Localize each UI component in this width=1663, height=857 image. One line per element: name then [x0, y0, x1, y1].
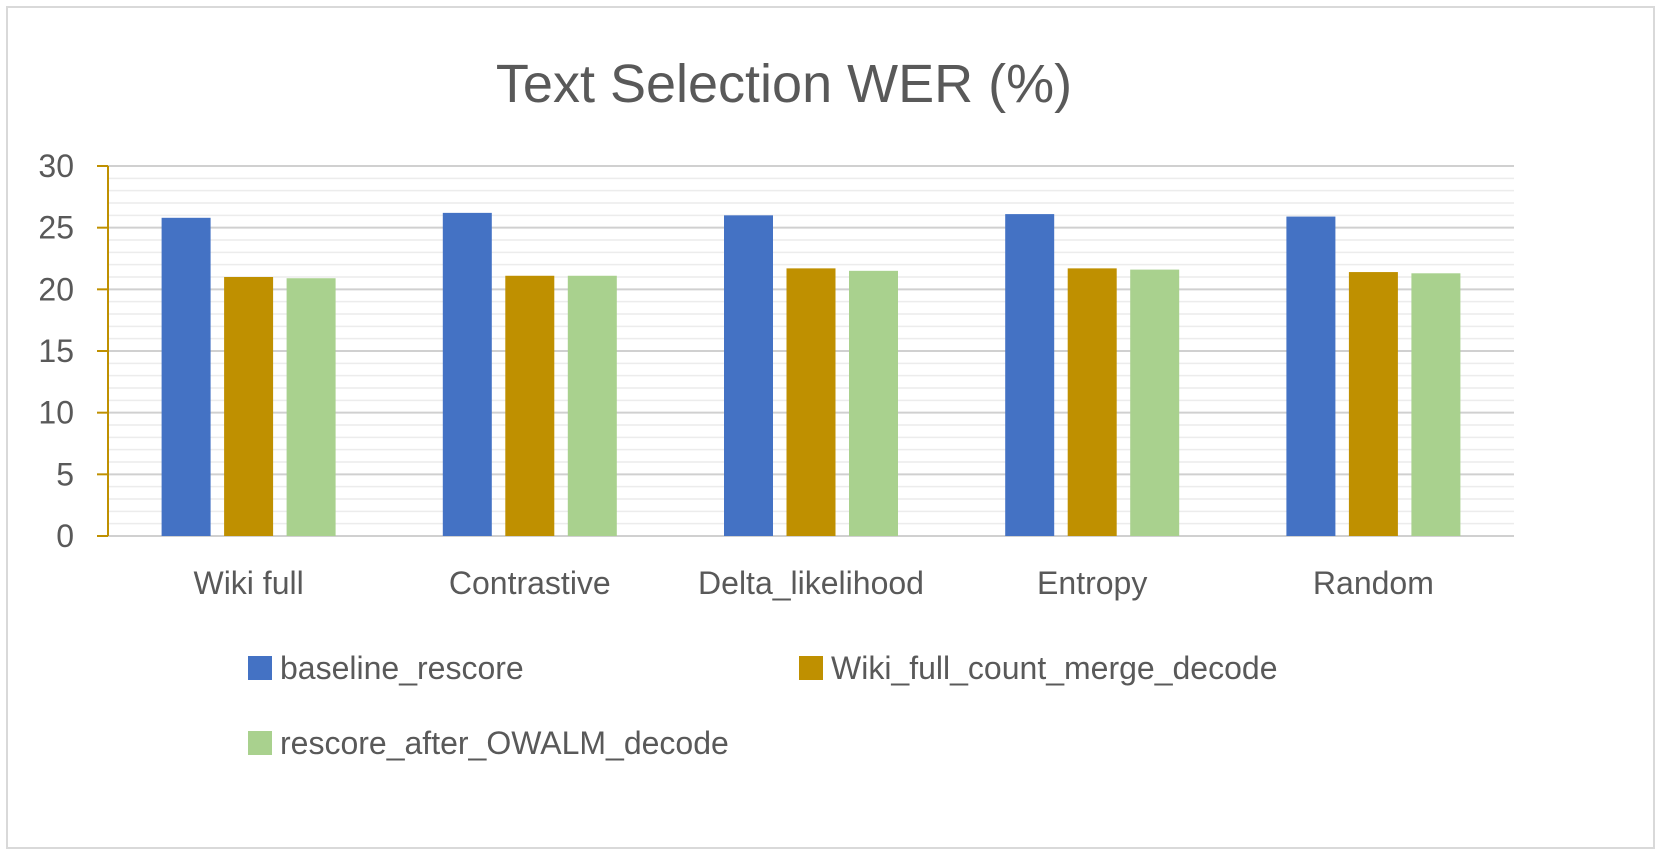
x-tick-labels: Wiki full Contrastive Delta_likelihood Entr… [193, 565, 1433, 601]
x-tick-label: Entropy [1037, 565, 1147, 601]
x-tick-label: Delta_likelihood [698, 565, 924, 601]
y-tick-labels: 0 5 10 15 20 25 30 [38, 148, 74, 554]
bar-rescore_after_OWALM_decode-1 [567, 275, 617, 536]
bar-baseline_rescore-3 [1005, 214, 1055, 536]
legend-swatch [248, 731, 272, 755]
bar-chart: Text Selection WER (%) 0 5 10 15 20 25 30 Wiki… [38, 54, 1514, 761]
y-tick-label: 5 [56, 456, 74, 492]
chart-frame: Text Selection WER (%) 0 5 10 15 20 25 30 Wiki… [6, 6, 1655, 849]
x-tick-label: Wiki full [193, 565, 303, 601]
x-tick-label: Contrastive [449, 565, 611, 601]
bar-Wiki_full_count_merge_decode-3 [1067, 268, 1117, 536]
legend: baseline_rescore Wiki_full_count_merge_de… [248, 650, 1277, 761]
bar-baseline_rescore-1 [442, 212, 492, 536]
bar-baseline_rescore-2 [724, 215, 773, 537]
bars [161, 212, 1461, 537]
bar-Wiki_full_count_merge_decode-4 [1348, 272, 1398, 536]
bar-rescore_after_OWALM_decode-2 [849, 270, 898, 536]
y-tick-label: 20 [38, 271, 74, 307]
y-axis [97, 165, 109, 537]
y-tick-label: 30 [38, 148, 74, 184]
y-tick-label: 10 [38, 395, 74, 431]
bar-baseline_rescore-0 [161, 217, 211, 537]
legend-label: baseline_rescore [280, 650, 524, 686]
bar-rescore_after_OWALM_decode-4 [1411, 273, 1461, 536]
legend-swatch [799, 656, 823, 680]
bar-Wiki_full_count_merge_decode-0 [224, 277, 274, 536]
legend-swatch [248, 656, 272, 680]
chart-title: Text Selection WER (%) [496, 54, 1072, 114]
y-tick-label: 15 [38, 333, 74, 369]
x-tick-label: Random [1313, 565, 1434, 601]
bar-baseline_rescore-4 [1286, 216, 1336, 537]
legend-label: rescore_after_OWALM_decode [280, 725, 729, 761]
bar-Wiki_full_count_merge_decode-1 [505, 275, 555, 536]
bar-Wiki_full_count_merge_decode-2 [786, 268, 836, 536]
y-tick-label: 0 [56, 518, 74, 554]
bar-rescore_after_OWALM_decode-0 [286, 278, 336, 536]
y-tick-label: 25 [38, 210, 74, 246]
bar-rescore_after_OWALM_decode-3 [1130, 269, 1180, 536]
legend-label: Wiki_full_count_merge_decode [831, 650, 1277, 686]
